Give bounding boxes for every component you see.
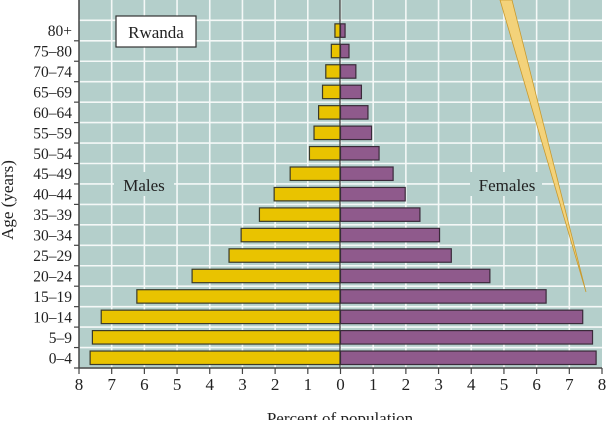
female-bar-75–80 [339, 43, 350, 59]
x-tick-label: 6 [140, 375, 149, 394]
female-bar-40–44 [339, 186, 406, 202]
female-bar-60–64 [339, 105, 369, 120]
x-tick-label: 7 [107, 375, 116, 394]
x-tick-label: 5 [173, 375, 182, 394]
y-tick-label: 80+ [48, 23, 72, 40]
x-tick-label: 8 [75, 375, 84, 394]
female-bar-65–69 [339, 84, 363, 100]
y-tick-label: 50–54 [33, 146, 72, 163]
x-tick-label: 4 [206, 375, 215, 394]
male-bar-55–59 [313, 125, 342, 141]
y-tick-label: 35–39 [33, 207, 72, 224]
x-tick-label: 0 [336, 375, 345, 394]
male-bar-65–69 [321, 84, 342, 100]
y-tick-label: 0–4 [49, 350, 73, 367]
female-bar-10–14 [339, 309, 584, 325]
female-bar-70–74 [339, 64, 357, 79]
y-axis-label: Age (years) [0, 160, 17, 240]
y-tick-label: 10–14 [33, 309, 72, 326]
x-tick-label: 8 [598, 375, 607, 394]
x-tick-label: 2 [271, 375, 280, 394]
males-label-bg [114, 172, 174, 196]
legend-females: Females [479, 176, 536, 195]
female-bar-5–9 [339, 330, 594, 345]
x-tick-label: 3 [434, 375, 443, 394]
y-tick-label: 20–24 [33, 268, 72, 285]
females-label-bg [470, 172, 542, 196]
x-tick-label: 3 [238, 375, 247, 394]
y-tick-label: 30–34 [33, 228, 72, 245]
female-bar-20–24 [339, 268, 491, 284]
male-bar-45–49 [289, 166, 342, 182]
female-bar-50–54 [339, 145, 380, 161]
y-tick-label: 70–74 [33, 64, 72, 81]
female-bar-15–19 [339, 289, 547, 304]
male-bar-75–80 [330, 43, 342, 59]
female-bar-80+ [339, 23, 346, 38]
y-tick-label: 55–59 [33, 125, 72, 142]
x-tick-label: 7 [565, 375, 574, 394]
bars [89, 23, 597, 366]
male-bar-30–34 [240, 227, 342, 243]
x-tick-label: 2 [402, 375, 411, 394]
x-tick-label: 1 [304, 375, 313, 394]
female-bar-30–34 [339, 227, 441, 243]
male-bar-10–14 [100, 309, 342, 325]
male-bar-60–64 [317, 105, 342, 120]
legend-males: Males [123, 176, 165, 195]
male-bar-40–44 [273, 186, 342, 202]
pencil-pointer-icon [499, 0, 587, 293]
female-bar-55–59 [339, 125, 373, 141]
male-bar-25–29 [228, 248, 342, 263]
y-tick-label: 65–69 [33, 84, 72, 101]
x-tick-label: 5 [500, 375, 509, 394]
x-tick-label: 1 [369, 375, 378, 394]
y-tick-label: 5–9 [49, 330, 73, 347]
y-tick-label: 75–80 [33, 44, 72, 61]
y-tick-label: 25–29 [33, 248, 72, 265]
y-tick-label: 60–64 [33, 105, 72, 122]
x-axis-label: Percent of population [267, 409, 414, 420]
female-bar-35–39 [339, 207, 421, 222]
male-bar-50–54 [308, 145, 342, 161]
x-tick-labels: 8 7 6 5 4 3 2 1 0 1 2 3 4 5 6 7 8 [75, 368, 607, 394]
female-bar-25–29 [339, 248, 452, 263]
y-tick-label: 45–49 [33, 166, 72, 183]
female-bar-45–49 [339, 166, 394, 182]
x-tick-label: 4 [467, 375, 476, 394]
title-box [115, 15, 197, 48]
x-tick-label: 6 [532, 375, 541, 394]
chart-title: Rwanda [128, 23, 184, 42]
y-tick-label: 15–19 [33, 289, 72, 306]
y-tick-labels: 0–4 5–9 10–14 15–19 20–24 25–29 30–34 35–39 40–4… [33, 23, 79, 369]
y-tick-label: 40–44 [33, 187, 72, 204]
male-bar-20–24 [191, 268, 342, 284]
male-bar-70–74 [325, 64, 342, 79]
male-bar-35–39 [258, 207, 342, 222]
male-bar-0–4 [89, 350, 342, 366]
male-bar-5–9 [91, 330, 342, 345]
male-bar-15–19 [136, 289, 342, 304]
female-bar-0–4 [339, 350, 597, 366]
